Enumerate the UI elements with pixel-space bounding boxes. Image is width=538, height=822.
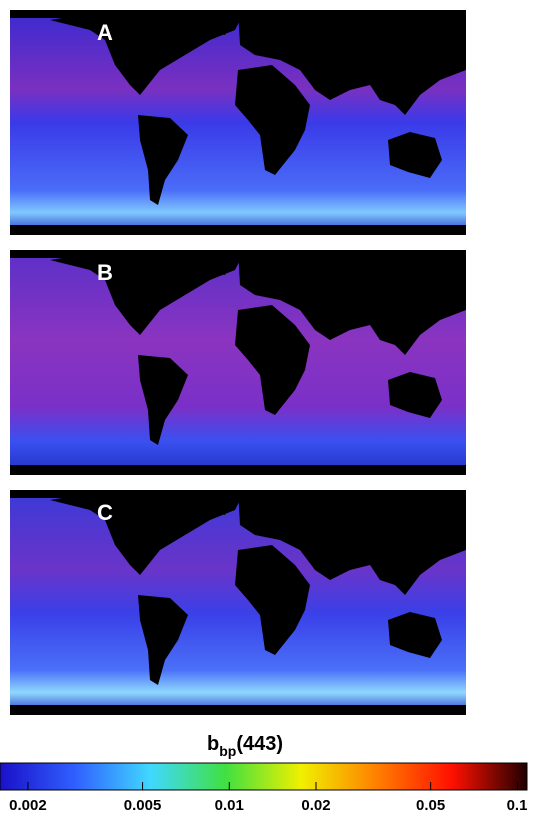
title-main: b — [207, 733, 219, 755]
tick-label: 0.02 — [301, 797, 330, 814]
colorbar-title: bbp(443) — [207, 733, 283, 759]
title-suffix: (443) — [236, 733, 283, 755]
panel-label: A — [97, 20, 113, 45]
tick-label: 0.1 — [507, 797, 528, 814]
tick-label: 0.002 — [9, 797, 47, 814]
map-panel: C — [10, 490, 466, 715]
title-subscript: bp — [219, 743, 236, 759]
colorbar — [0, 762, 528, 791]
tick-label: 0.005 — [124, 797, 162, 814]
panel-label: C — [97, 500, 113, 525]
map-panel: B — [10, 250, 466, 475]
tick-label: 0.05 — [416, 797, 445, 814]
panel-label: B — [97, 260, 113, 285]
map-panel: A — [10, 10, 466, 235]
tick-label: 0.01 — [215, 797, 244, 814]
